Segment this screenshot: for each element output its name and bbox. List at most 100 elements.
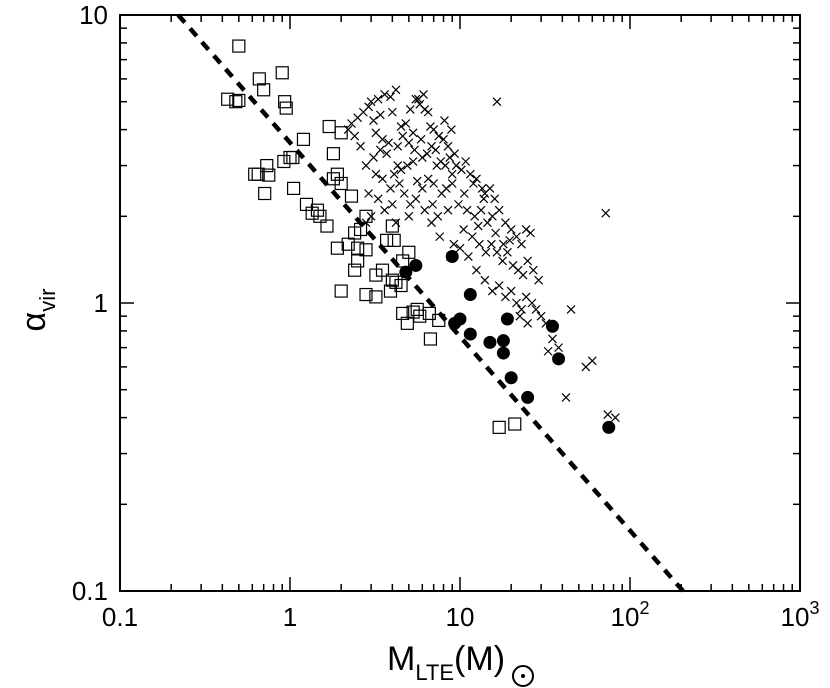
cross-point [384, 138, 393, 148]
cross-point [369, 116, 378, 125]
cross-point [459, 225, 469, 234]
cross-point [506, 286, 516, 296]
cross-point [380, 89, 389, 99]
cross-point [462, 205, 472, 215]
cross-point [396, 122, 406, 131]
cross-point [476, 205, 486, 215]
cross-point [393, 161, 403, 171]
cross-point [472, 265, 481, 275]
square-point [252, 72, 266, 86]
square-point [375, 263, 390, 277]
cross-point [492, 247, 502, 257]
cross-point [394, 179, 404, 188]
square-point [492, 420, 506, 434]
cross-point [469, 179, 478, 188]
circle-point [483, 335, 497, 349]
square-point [232, 93, 246, 108]
circle-point [496, 346, 510, 360]
cross-point [440, 161, 450, 171]
cross-point [405, 105, 415, 114]
cross-point [554, 343, 563, 353]
cross-point [361, 161, 371, 171]
square-point [410, 302, 424, 317]
cross-point [446, 125, 456, 135]
square-point [369, 290, 383, 304]
circle-point [521, 390, 535, 404]
cross-point [404, 138, 414, 148]
cross-point [386, 183, 395, 193]
cross-point [512, 232, 521, 242]
x-tick-label: 103 [781, 598, 820, 632]
square-point [341, 237, 355, 251]
cross-point [610, 413, 620, 423]
cross-point [389, 169, 399, 179]
cross-point [502, 247, 512, 257]
sun-symbol-icon [512, 665, 534, 687]
cross-point [419, 89, 428, 99]
fit-line-group [176, 13, 685, 593]
cross-point [431, 145, 441, 155]
data-marks [221, 39, 620, 434]
square-point [248, 167, 262, 181]
square-point [369, 268, 383, 282]
cross-point [439, 134, 448, 144]
cross-point [391, 85, 401, 95]
x-axis-label: MLTE(M) [387, 640, 505, 685]
square-point [400, 316, 414, 330]
cross-point [455, 243, 465, 253]
cross-point [432, 161, 442, 171]
square-point [320, 219, 334, 233]
square-point [322, 119, 336, 134]
square-point [326, 172, 340, 186]
cross-point [461, 157, 471, 166]
cross-point [473, 221, 483, 231]
cross-point [506, 225, 516, 234]
cross-point [364, 189, 374, 198]
y-tick-label: 10 [79, 0, 108, 30]
cross-point [526, 228, 535, 238]
square-point [313, 209, 327, 223]
square-point [508, 417, 522, 431]
x-tick-label: 1 [283, 602, 297, 632]
y-axis-label: αvir [15, 289, 60, 332]
cross-point [378, 134, 387, 144]
circle-point [445, 250, 459, 264]
cross-point [420, 205, 430, 215]
cross-point [387, 107, 397, 117]
square-point [279, 101, 293, 115]
fit-line [176, 13, 685, 593]
cross-point [498, 239, 508, 249]
square-point [305, 206, 319, 220]
cross-point [405, 199, 415, 209]
cross-point [603, 410, 613, 419]
cross-point [366, 97, 376, 107]
cross-point [494, 281, 504, 290]
cross-point [601, 208, 611, 218]
circle-point [500, 312, 514, 326]
square-point [260, 158, 274, 173]
circle-point [552, 352, 566, 366]
cross-point [417, 153, 427, 162]
cross-point [380, 205, 389, 215]
cross-point [402, 161, 412, 171]
cross-point [517, 304, 526, 314]
cross-point [445, 153, 455, 162]
square-point [385, 273, 399, 287]
cross-point [517, 239, 526, 249]
square-point [232, 39, 246, 53]
cross-point [492, 97, 502, 107]
circle-point [496, 334, 510, 348]
cross-point [358, 107, 368, 117]
cross-point [356, 141, 365, 151]
square-point [423, 332, 438, 346]
cross-point [483, 218, 492, 228]
cross-point [375, 145, 385, 155]
circle-point [545, 319, 559, 333]
cross-point [494, 205, 504, 215]
cross-point [426, 122, 435, 131]
square-point [385, 219, 399, 233]
cross-point [411, 94, 421, 104]
square-point [387, 233, 401, 247]
cross-point [487, 286, 497, 296]
